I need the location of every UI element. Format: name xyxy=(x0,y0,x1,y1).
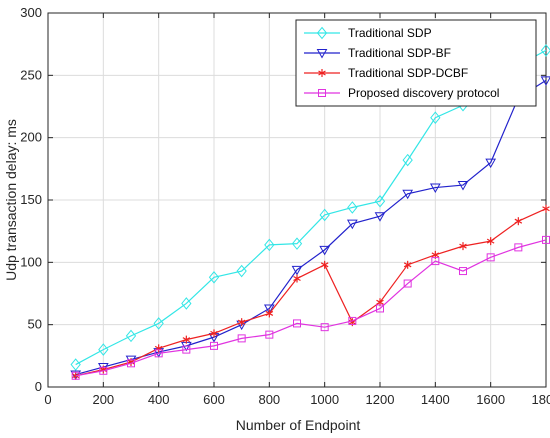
data-point xyxy=(293,319,301,328)
data-point xyxy=(403,260,412,269)
y-tick-label: 300 xyxy=(20,5,42,20)
x-tick-label: 400 xyxy=(148,392,170,407)
data-point xyxy=(319,208,330,222)
data-point xyxy=(293,274,301,283)
y-tick-label: 0 xyxy=(35,379,42,394)
legend-marker xyxy=(316,49,328,59)
data-point xyxy=(70,358,81,371)
y-tick-label: 200 xyxy=(20,130,42,145)
legend-entry: Traditional SDP-BF xyxy=(304,46,451,60)
data-point xyxy=(319,245,331,256)
data-point xyxy=(153,317,164,330)
legend-label: Traditional SDP xyxy=(348,26,432,40)
data-point xyxy=(402,189,414,200)
data-point xyxy=(374,212,386,222)
data-point xyxy=(154,349,163,358)
data-point xyxy=(542,204,550,213)
data-point xyxy=(210,329,218,338)
x-tick-label: 1400 xyxy=(421,392,450,407)
data-point xyxy=(98,343,109,356)
data-point xyxy=(514,217,523,226)
data-point xyxy=(430,111,441,125)
y-tick-label: 50 xyxy=(28,317,42,332)
data-point xyxy=(181,297,192,310)
data-point xyxy=(320,323,329,332)
x-tick-label: 800 xyxy=(258,392,280,407)
data-point xyxy=(459,242,467,251)
series-line xyxy=(75,239,547,377)
data-point xyxy=(291,237,303,250)
data-point xyxy=(374,194,386,208)
data-point xyxy=(237,334,246,343)
legend-label: Traditional SDP-DCBF xyxy=(348,66,468,80)
legend-entry: Traditional SDP xyxy=(304,26,432,40)
data-point xyxy=(376,304,384,313)
data-point xyxy=(459,267,467,276)
data-point xyxy=(182,345,191,354)
data-point xyxy=(182,335,191,344)
data-point xyxy=(347,201,358,214)
data-point xyxy=(208,271,220,284)
data-point xyxy=(514,243,523,252)
data-point xyxy=(99,366,108,375)
data-point xyxy=(403,279,412,288)
legend-marker xyxy=(316,26,328,40)
data-point xyxy=(485,158,497,169)
data-point xyxy=(264,238,275,252)
x-tick-label: 1000 xyxy=(310,392,339,407)
legend-entry: Proposed discovery protocol xyxy=(304,86,499,100)
data-point xyxy=(71,371,80,380)
data-point xyxy=(210,341,218,350)
series-2 xyxy=(70,76,550,381)
legend: Traditional SDP Traditional SDP-BF Traditi… xyxy=(295,19,537,107)
data-point xyxy=(236,264,247,278)
legend-box xyxy=(295,19,537,107)
x-tick-label: 600 xyxy=(203,392,225,407)
data-point xyxy=(346,219,358,230)
data-point xyxy=(320,260,329,269)
x-tick-label: 0 xyxy=(44,392,51,407)
data-point xyxy=(540,76,550,86)
x-tick-label: 200 xyxy=(92,392,114,407)
y-tick-label: 250 xyxy=(20,67,42,82)
legend-entry: Traditional SDP-DCBF xyxy=(304,66,468,80)
series-4 xyxy=(71,235,550,380)
legend-marker xyxy=(318,89,326,97)
data-point xyxy=(127,359,135,368)
series-group xyxy=(70,44,550,381)
y-tick-label: 150 xyxy=(20,192,42,207)
y-tick-label: 100 xyxy=(20,254,42,269)
data-point xyxy=(265,309,274,318)
data-point xyxy=(265,330,274,339)
x-axis-label: Number of Endpoint xyxy=(236,417,361,433)
data-point xyxy=(486,253,495,262)
data-point xyxy=(291,265,303,276)
data-point xyxy=(348,316,357,325)
data-point xyxy=(486,237,495,246)
data-point xyxy=(263,304,275,314)
data-point xyxy=(540,44,550,57)
data-point xyxy=(457,181,469,191)
data-point xyxy=(431,257,440,266)
y-axis-label: Udp transaction delay: ms xyxy=(3,119,19,281)
series-3 xyxy=(71,204,550,380)
legend-label: Traditional SDP-BF xyxy=(348,46,451,60)
series-line xyxy=(75,79,547,376)
x-tick-label: 1600 xyxy=(476,392,505,407)
data-point xyxy=(125,329,137,343)
data-point xyxy=(429,183,441,194)
legend-label: Proposed discovery protocol xyxy=(348,86,499,100)
data-point xyxy=(237,318,246,327)
legend-marker xyxy=(318,69,326,77)
series-line xyxy=(75,208,547,377)
data-point xyxy=(402,153,413,167)
x-tick-label: 1200 xyxy=(366,392,395,407)
